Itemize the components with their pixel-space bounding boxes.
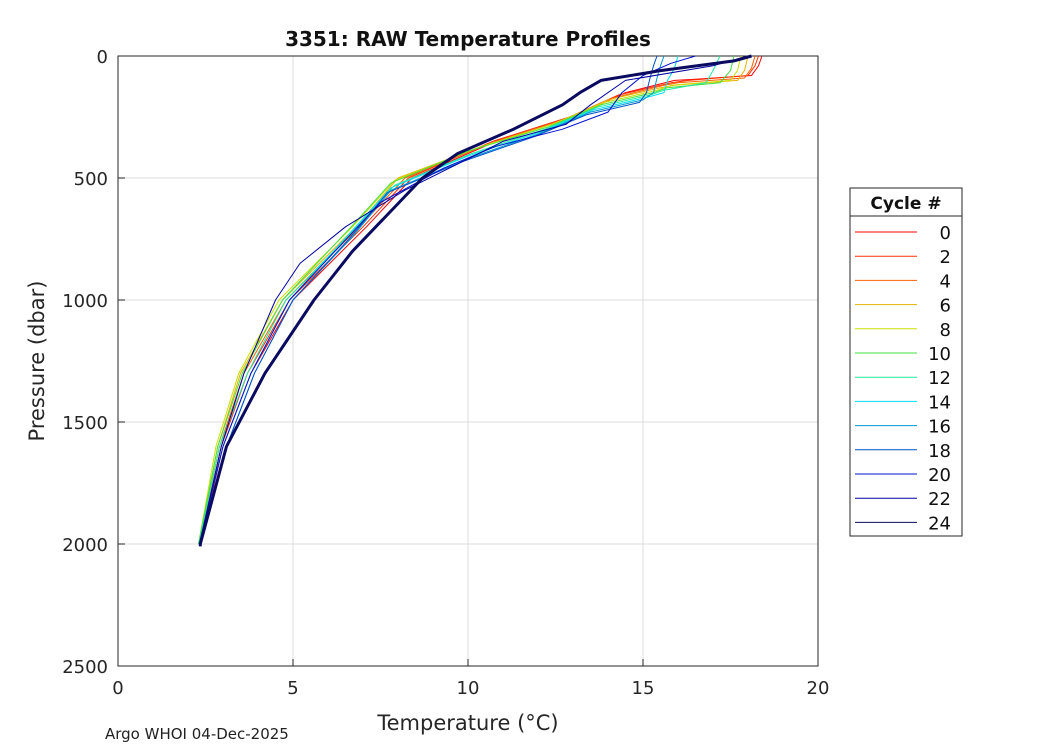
x-tick-label: 10 <box>457 678 480 699</box>
legend-title: Cycle # <box>870 194 941 214</box>
y-tick-label: 1500 <box>62 413 108 434</box>
legend-label-cycle-22: 22 <box>928 489 951 510</box>
footer-text: Argo WHOI 04-Dec-2025 <box>105 725 289 743</box>
y-tick-label: 0 <box>97 47 108 68</box>
series-line-cycle-2 <box>199 55 759 545</box>
legend-label-cycle-18: 18 <box>928 441 951 462</box>
legend-label-cycle-8: 8 <box>940 320 951 341</box>
series-layer <box>198 54 763 547</box>
legend-label-cycle-12: 12 <box>928 368 951 389</box>
y-tick-label: 1000 <box>62 291 108 312</box>
legend-label-cycle-2: 2 <box>940 247 951 268</box>
x-tick-label: 0 <box>112 678 123 699</box>
legend-label-cycle-0: 0 <box>940 223 951 244</box>
series-line-cycle-18 <box>199 55 658 545</box>
legend-label-cycle-10: 10 <box>928 344 951 365</box>
legend-label-cycle-14: 14 <box>928 392 951 413</box>
x-tick-label: 15 <box>632 678 655 699</box>
y-tick-label: 2500 <box>62 657 108 678</box>
y-axis-label: Pressure (dbar) <box>25 281 49 442</box>
legend-label-cycle-6: 6 <box>940 296 951 317</box>
legend-label-cycle-16: 16 <box>928 417 951 438</box>
series-line-cycle-12 <box>198 55 721 545</box>
x-tick-label: 20 <box>807 678 830 699</box>
series-line-cycle-24 <box>198 54 752 547</box>
legend-box <box>849 187 963 537</box>
series-line-cycle-22 <box>199 55 749 545</box>
y-tick-label: 500 <box>74 169 108 190</box>
x-tick-label: 5 <box>287 678 298 699</box>
legend-label-cycle-20: 20 <box>928 465 951 486</box>
series-line-cycle-8 <box>198 55 742 545</box>
x-axis-label: Temperature (°C) <box>376 711 558 735</box>
legend-label-cycle-4: 4 <box>940 271 951 292</box>
legend-label-cycle-24: 24 <box>928 513 951 534</box>
chart-title: 3351: RAW Temperature Profiles <box>285 27 651 51</box>
ticks-layer: 0 5 10 15 20 0 500 1000 1500 2000 2500 <box>62 47 829 699</box>
y-tick-label: 2000 <box>62 535 108 556</box>
